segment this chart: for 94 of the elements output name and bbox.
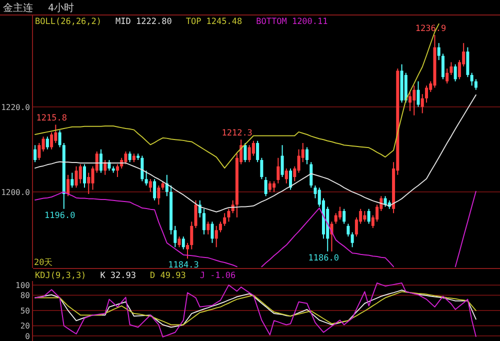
text: MID 1222.80 [116, 17, 172, 27]
candlestick [474, 78, 478, 90]
candlestick [466, 46, 470, 78]
text: BOTTOM 1200.11 [256, 17, 328, 27]
candlestick [178, 236, 181, 248]
candlestick [264, 176, 268, 197]
candlestick [260, 157, 264, 180]
annotation: 1184.3 [168, 260, 199, 271]
candlestick [223, 212, 226, 226]
annotation: 20天 [34, 257, 54, 268]
candlestick [58, 130, 62, 148]
annotation: 1212.3 [222, 128, 252, 139]
candlestick [182, 236, 185, 250]
annotation: 1186.0 [308, 253, 339, 264]
candlestick [284, 168, 288, 184]
y-tick-label: 1220.0 [1, 102, 30, 112]
candlestick [416, 80, 420, 108]
candlestick [306, 146, 309, 165]
chart-title: 金主连 [3, 2, 33, 14]
candlestick [338, 206, 342, 220]
y-tick-label: 50 [20, 306, 30, 316]
candlestick [256, 140, 260, 163]
candlestick [46, 136, 49, 150]
candlestick [342, 208, 346, 224]
candlestick [210, 221, 214, 244]
candlestick [470, 72, 474, 86]
candlestick [202, 208, 206, 235]
y-tick-label: 80 [20, 291, 30, 300]
candlestick [227, 208, 230, 222]
candlestick [280, 144, 284, 178]
candlestick [153, 178, 156, 201]
annotation: 1196.0 [44, 210, 76, 221]
candlestick [454, 64, 457, 82]
chart-subtitle: 4小时 [48, 2, 74, 14]
candlestick [437, 42, 440, 61]
candlestick [54, 124, 58, 144]
series-label: J -1.06 [200, 271, 236, 281]
candlestick [74, 166, 78, 188]
candlestick [148, 178, 152, 192]
candlestick [367, 208, 370, 224]
candlestick [350, 232, 354, 248]
y-tick-label: 0 [25, 332, 30, 341]
candlestick [128, 150, 132, 163]
candlestick [38, 142, 41, 160]
candlestick [268, 180, 272, 192]
candlestick [276, 157, 280, 184]
candlestick [124, 150, 128, 165]
candlestick [218, 221, 222, 233]
legend-title: BOLL(26,26,2) [35, 17, 102, 27]
candlestick [272, 180, 276, 192]
y-tick-label: 1200.0 [1, 188, 30, 197]
candlestick [424, 85, 428, 104]
candlestick [70, 172, 74, 188]
text: TOP 1245.48 [186, 17, 242, 27]
candlestick [244, 142, 247, 163]
candlestick [83, 164, 86, 188]
candlestick [248, 144, 251, 163]
text: D 49.93 [150, 271, 186, 281]
candlestick [446, 68, 449, 84]
candlestick [140, 155, 144, 182]
candlestick [450, 62, 453, 76]
candlestick [66, 174, 70, 197]
candlestick [174, 225, 177, 248]
candlestick [408, 91, 412, 112]
candlestick [363, 210, 366, 222]
candlestick [214, 225, 218, 248]
candlestick [412, 85, 416, 116]
candlestick [441, 53, 444, 80]
candlestick [50, 132, 54, 150]
candlestick [252, 140, 255, 156]
annotation: 1215.8 [36, 114, 68, 124]
candlestick [87, 172, 90, 195]
text: K 32.93 [100, 271, 136, 281]
candlestick [116, 164, 119, 178]
candlestick [297, 148, 300, 174]
candlestick [334, 212, 338, 224]
candlestick [384, 196, 387, 208]
y-tick-label: 20 [20, 322, 30, 331]
y-tick-label: 100 [16, 281, 30, 290]
candlestick [34, 144, 37, 163]
line-series [34, 282, 476, 338]
candlestick [206, 221, 210, 235]
candlestick [289, 168, 292, 190]
candlestick [99, 148, 102, 174]
candlestick [144, 170, 148, 186]
candlestick [157, 185, 160, 206]
candlestick [420, 94, 424, 114]
legend-title: KDJ(9,3,3) [35, 271, 86, 281]
candlestick [194, 200, 198, 229]
candlestick [186, 242, 190, 260]
candlestick [310, 162, 313, 188]
candlestick [190, 221, 194, 250]
candlestick [346, 223, 350, 238]
candlestick [78, 164, 82, 184]
